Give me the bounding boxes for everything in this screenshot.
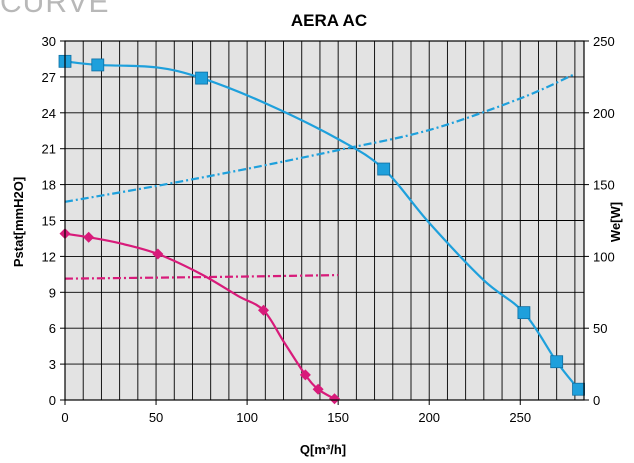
y-tick-label: 15 bbox=[42, 214, 56, 229]
y-tick-label: 6 bbox=[49, 321, 56, 336]
page-label: CURVE bbox=[0, 0, 110, 19]
y2-tick-label: 50 bbox=[593, 321, 607, 336]
y2-tick-label: 100 bbox=[593, 249, 615, 264]
data-point-square bbox=[377, 162, 391, 176]
series-line-2 bbox=[64, 232, 336, 400]
y-tick-label: 9 bbox=[49, 285, 56, 300]
y-tick-label: 30 bbox=[42, 34, 56, 49]
y-tick-label: 24 bbox=[42, 106, 56, 121]
data-point-square bbox=[550, 355, 564, 369]
y2-tick-label: 150 bbox=[593, 178, 615, 193]
series-line-1 bbox=[64, 73, 576, 203]
data-point-square bbox=[91, 58, 105, 72]
y-axis-label: Pstat[mmH2O] bbox=[11, 177, 26, 267]
y-tick-label: 3 bbox=[49, 357, 56, 372]
series-line-3 bbox=[64, 273, 339, 280]
data-point-square bbox=[517, 306, 531, 320]
y2-tick-label: 200 bbox=[593, 106, 615, 121]
x-tick-label: 50 bbox=[149, 410, 163, 425]
y-tick-label: 21 bbox=[42, 142, 56, 157]
tick-labels: 0 50 100 150 200 250 0 3 6 9 12 15 18 21 24 27 30 0 50 100 1… bbox=[42, 34, 615, 425]
data-point-diamond bbox=[329, 393, 341, 405]
data-point-diamond bbox=[299, 369, 311, 381]
data-point-diamond bbox=[152, 248, 164, 260]
y-tick-label: 12 bbox=[42, 249, 56, 264]
data-point-diamond bbox=[83, 231, 95, 243]
data-point-diamond bbox=[257, 304, 269, 316]
data-point-square bbox=[195, 71, 208, 85]
x-tick-label: 100 bbox=[236, 410, 258, 425]
data-point-square bbox=[572, 382, 585, 396]
y2-axis-label: We[W] bbox=[608, 202, 623, 242]
x-tick-label: 200 bbox=[418, 410, 440, 425]
y-tick-label: 27 bbox=[42, 70, 56, 85]
y-tick-label: 0 bbox=[49, 393, 56, 408]
x-tick-label: 0 bbox=[61, 410, 68, 425]
data-point-diamond bbox=[312, 383, 324, 395]
x-axis-label: Q[m³/h] bbox=[300, 442, 346, 457]
chart-title: AERA AC bbox=[291, 11, 367, 30]
x-tick-label: 150 bbox=[327, 410, 349, 425]
grid bbox=[65, 41, 584, 400]
y-tick-label: 18 bbox=[42, 178, 56, 193]
y2-tick-label: 0 bbox=[593, 393, 600, 408]
x-tick-label: 250 bbox=[509, 410, 531, 425]
plot-frame bbox=[64, 40, 585, 401]
y2-tick-label: 250 bbox=[593, 34, 615, 49]
